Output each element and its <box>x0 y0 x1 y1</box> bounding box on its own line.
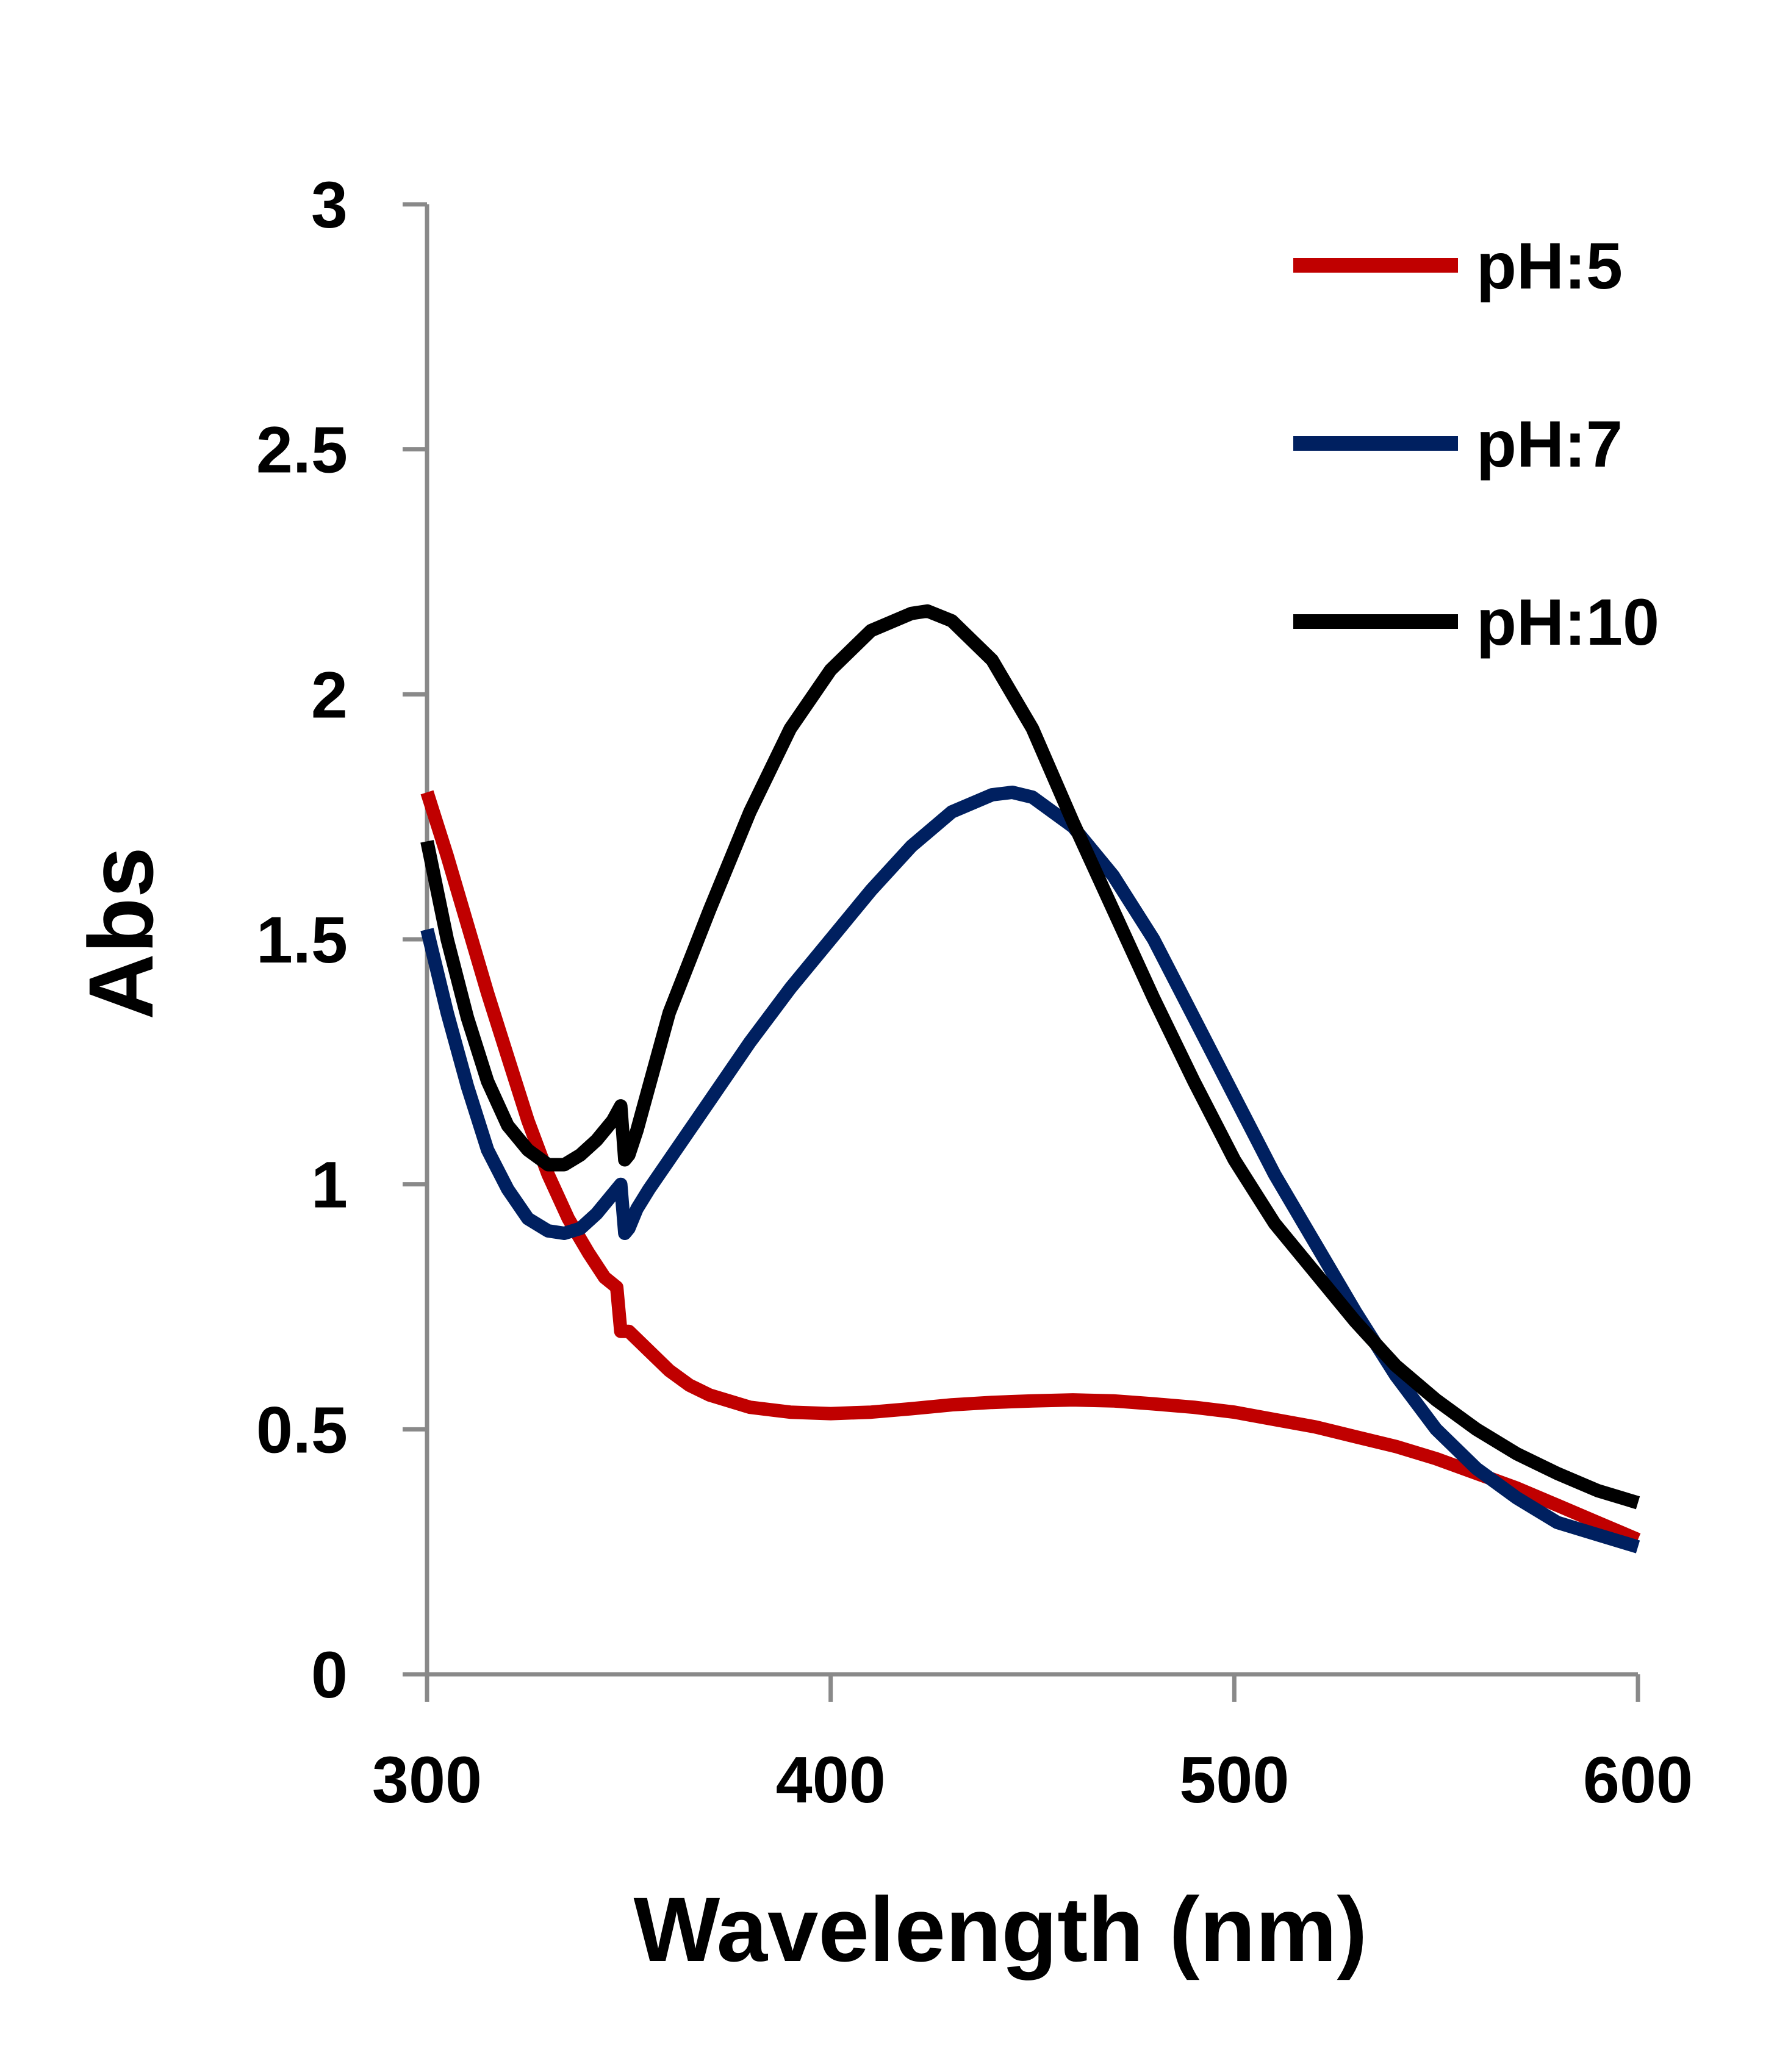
x-axis-ticks: 300 400 500 600 <box>372 1674 1693 1816</box>
x-tick-label: 300 <box>372 1743 482 1816</box>
legend-label: pH:7 <box>1476 407 1623 481</box>
legend: pH:5 pH:7 pH:10 <box>1293 229 1659 659</box>
y-tick-label: 2 <box>311 658 348 731</box>
x-tick-label: 500 <box>1179 1743 1289 1816</box>
y-tick-label: 2.5 <box>256 413 348 487</box>
legend-label: pH:10 <box>1476 585 1659 659</box>
y-tick-label: 0.5 <box>256 1393 348 1466</box>
x-axis-title: Wavelength (nm) <box>634 1878 1368 1981</box>
series-line-2 <box>420 786 1640 1554</box>
x-tick-label: 400 <box>776 1743 886 1816</box>
y-tick-label: 1 <box>311 1148 348 1222</box>
x-tick-label: 600 <box>1583 1743 1693 1816</box>
series-line-1 <box>420 790 1641 1546</box>
y-tick-label: 1.5 <box>256 903 348 977</box>
legend-label: pH:5 <box>1476 229 1623 303</box>
series-lines <box>420 604 1641 1554</box>
y-axis-title: Abs <box>70 847 172 1019</box>
y-tick-label: 3 <box>311 168 348 242</box>
y-tick-label: 0 <box>311 1638 348 1712</box>
series-line-3 <box>420 604 1640 1510</box>
y-axis-ticks: 0 0.5 1 1.5 2 2.5 3 <box>256 168 427 1712</box>
